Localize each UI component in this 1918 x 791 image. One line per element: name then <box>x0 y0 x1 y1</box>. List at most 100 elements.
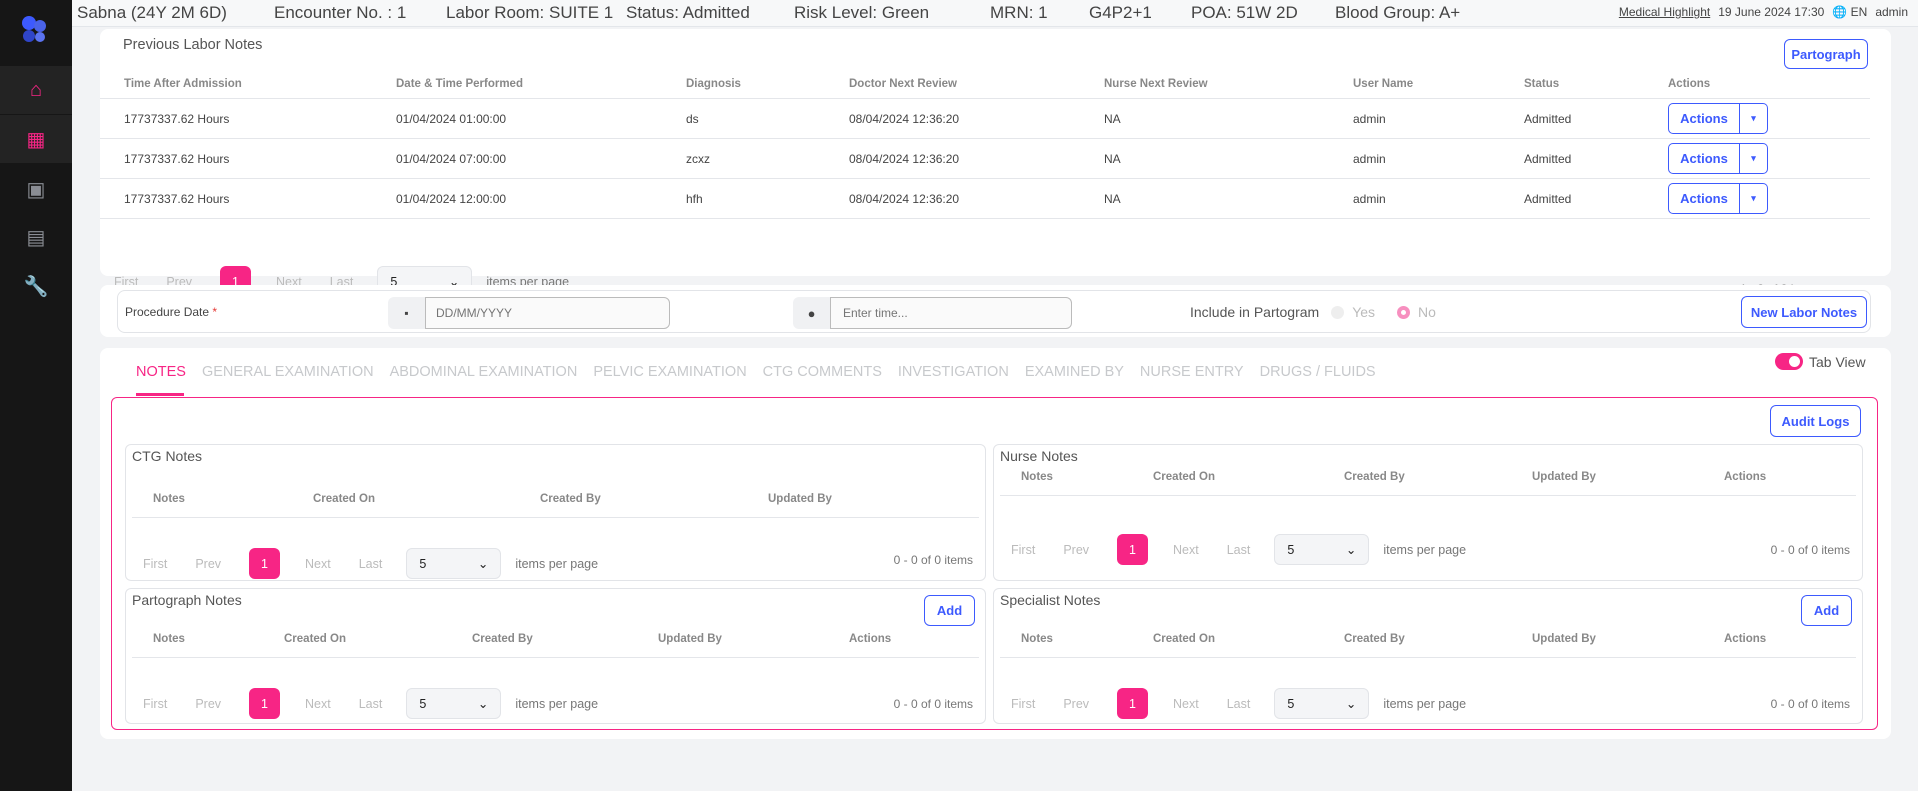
tab-view-label: Tab View <box>1809 353 1866 370</box>
first-page-link[interactable]: First <box>143 696 168 711</box>
encounter-no: Encounter No. : 1 <box>274 3 407 22</box>
prev-page-link[interactable]: Prev <box>1063 542 1090 557</box>
table-cell: admin <box>1353 111 1386 126</box>
table-cell: hfh <box>686 191 703 206</box>
page-1-button[interactable]: 1 <box>1117 534 1149 565</box>
actions-dropdown-toggle[interactable]: ▾ <box>1740 143 1768 174</box>
last-page-link[interactable]: Last <box>1226 542 1251 557</box>
chevron-down-icon: ⌄ <box>477 697 489 711</box>
table-cell: 01/04/2024 12:00:00 <box>396 191 507 206</box>
table-row: 17737337.62 Hours 01/04/2024 07:00:00 zcxz… <box>124 139 1884 178</box>
items-per-page-label: items per page <box>1383 696 1467 711</box>
section-title: Previous Labor Notes <box>123 37 263 53</box>
tab-pelvic-examination[interactable]: PELVIC EXAMINATION <box>593 364 747 380</box>
actions-button[interactable]: Actions <box>1668 143 1740 174</box>
table-cell: 01/04/2024 07:00:00 <box>396 151 507 166</box>
tab-investigation[interactable]: INVESTIGATION <box>897 364 1009 380</box>
prev-page-link[interactable]: Prev <box>1063 696 1090 711</box>
page-1-button[interactable]: 1 <box>249 548 281 579</box>
calendar-icon[interactable]: ▪ <box>388 297 425 329</box>
medical-book-icon: ▣ <box>26 178 46 201</box>
next-page-link[interactable]: Next <box>1173 542 1199 557</box>
new-labor-notes-button[interactable]: New Labor Notes <box>1741 296 1867 328</box>
table-cell: 08/04/2024 12:36:20 <box>849 191 960 206</box>
table-cell: 17737337.62 Hours <box>124 111 230 126</box>
language-selector[interactable]: 🌐 EN <box>1832 5 1867 19</box>
actions-button[interactable]: Actions <box>1668 183 1740 214</box>
first-page-link[interactable]: First <box>1011 696 1036 711</box>
last-page-link[interactable]: Last <box>358 556 383 571</box>
next-page-link[interactable]: Next <box>305 556 331 571</box>
sidebar-item-settings[interactable]: 🔧 <box>0 262 72 310</box>
tab-view-toggle[interactable]: Tab View <box>1775 353 1866 370</box>
first-page-link[interactable]: First <box>1011 542 1036 557</box>
next-page-link[interactable]: Next <box>305 696 331 711</box>
page-1-button[interactable]: 1 <box>1117 688 1149 719</box>
table-cell: admin <box>1353 191 1386 206</box>
tab-nurse-entry[interactable]: NURSE ENTRY <box>1139 364 1244 380</box>
table-cell: 08/04/2024 12:36:20 <box>849 111 960 126</box>
add-button[interactable]: Add <box>1801 595 1852 626</box>
table-cell: ds <box>686 111 699 126</box>
yes-radio[interactable] <box>1331 305 1345 319</box>
blood-group: Blood Group: A+ <box>1335 3 1461 22</box>
items-per-page-select[interactable]: 5 ⌄ <box>1274 534 1370 565</box>
column-header: Nurse Next Review <box>1104 77 1208 90</box>
medical-highlight-link[interactable]: Medical Highlight <box>1618 5 1711 19</box>
home-icon: ⌂ <box>29 78 43 101</box>
no-radio[interactable] <box>1397 305 1411 319</box>
items-per-page-select[interactable]: 5 ⌄ <box>1274 688 1370 719</box>
tab-general-examination[interactable]: GENERAL EXAMINATION <box>201 364 374 380</box>
panel-title: Partograph Notes <box>132 592 242 608</box>
prev-page-link[interactable]: Prev <box>195 556 222 571</box>
app-logo[interactable] <box>16 12 52 48</box>
add-button[interactable]: Add <box>924 595 975 626</box>
procedure-time-input[interactable] <box>830 297 1072 329</box>
prev-page-link[interactable]: Prev <box>195 696 222 711</box>
tab-examined-by[interactable]: EXAMINED BY <box>1024 364 1124 380</box>
yes-label: Yes <box>1352 304 1376 320</box>
table-cell: 08/04/2024 12:36:20 <box>849 151 960 166</box>
actions-dropdown-toggle[interactable]: ▾ <box>1740 103 1768 134</box>
last-page-link[interactable]: Last <box>358 696 383 711</box>
table-header: Notes Created On Created By Updated By Actio… <box>1021 471 1854 483</box>
items-per-page-select[interactable]: 5 ⌄ <box>406 688 502 719</box>
sidebar-item-book[interactable]: ▤ <box>0 213 72 261</box>
chevron-down-icon: ⌄ <box>1345 697 1357 711</box>
tab-drugs-fluids[interactable]: DRUGS / FLUIDS <box>1259 364 1376 380</box>
sidebar-item-hospital[interactable]: ▦ <box>0 115 72 163</box>
per-page-value: 5 <box>419 696 427 711</box>
column-header: Time After Admission <box>124 77 242 90</box>
tab-notes[interactable]: NOTES <box>136 364 186 380</box>
per-page-value: 5 <box>419 556 427 571</box>
ctg-notes-panel: CTG Notes Notes Created On Created By Update… <box>125 444 986 581</box>
chevron-down-icon: ⌄ <box>1345 543 1357 557</box>
book-icon: ▤ <box>26 226 46 249</box>
next-page-link[interactable]: Next <box>1173 696 1199 711</box>
actions-button[interactable]: Actions <box>1668 103 1740 134</box>
table-cell: NA <box>1104 191 1121 206</box>
last-page-link[interactable]: Last <box>1226 696 1251 711</box>
column-header: Notes <box>153 493 185 505</box>
toggle-switch[interactable] <box>1775 353 1803 370</box>
user-menu[interactable]: admin <box>1875 5 1908 19</box>
page-1-button[interactable]: 1 <box>249 688 281 719</box>
column-header: Status <box>1524 77 1560 90</box>
audit-logs-button[interactable]: Audit Logs <box>1770 405 1861 437</box>
first-page-link[interactable]: First <box>143 556 168 571</box>
partograph-button[interactable]: Partograph <box>1784 39 1868 69</box>
sidebar-item-medical-book[interactable]: ▣ <box>0 165 72 213</box>
column-header: Created By <box>540 493 601 505</box>
actions-dropdown-toggle[interactable]: ▾ <box>1740 183 1768 214</box>
notes-card: NOTES GENERAL EXAMINATION ABDOMINAL EXAMIN… <box>100 348 1891 739</box>
items-per-page-select[interactable]: 5 ⌄ <box>406 548 502 579</box>
table-row: 17737337.62 Hours 01/04/2024 12:00:00 hfh 0… <box>124 179 1884 218</box>
tab-abdominal-examination[interactable]: ABDOMINAL EXAMINATION <box>389 364 578 380</box>
procedure-date-input[interactable] <box>425 297 670 329</box>
tab-ctg-comments[interactable]: CTG COMMENTS <box>762 364 882 380</box>
sidebar: ⌂ ▦ ▣ ▤ 🔧 <box>0 0 72 791</box>
column-header: Notes <box>153 633 185 645</box>
sidebar-item-home[interactable]: ⌂ <box>0 66 72 114</box>
clock-icon[interactable]: ● <box>793 297 830 329</box>
column-header: Updated By <box>658 633 722 645</box>
